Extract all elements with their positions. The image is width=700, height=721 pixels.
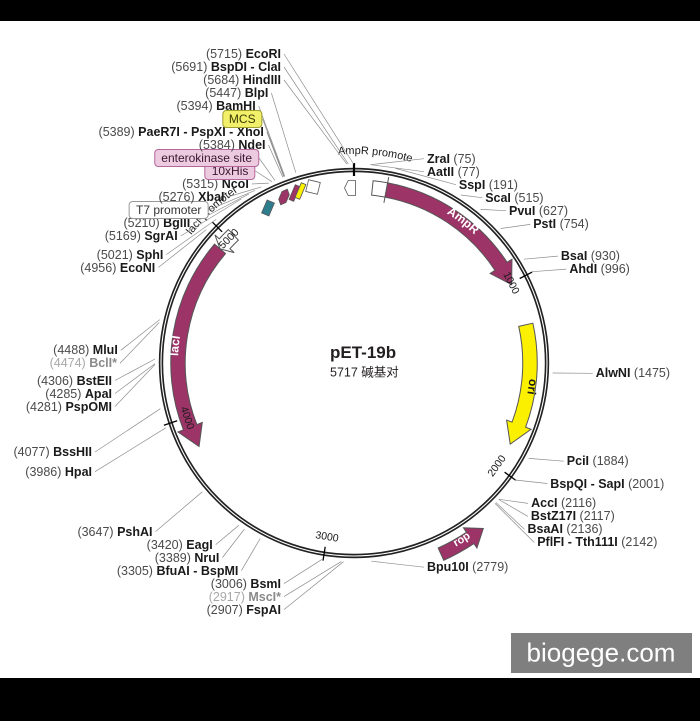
svg-text:lacI: lacI (167, 335, 183, 357)
svg-text:ori: ori (524, 378, 540, 395)
